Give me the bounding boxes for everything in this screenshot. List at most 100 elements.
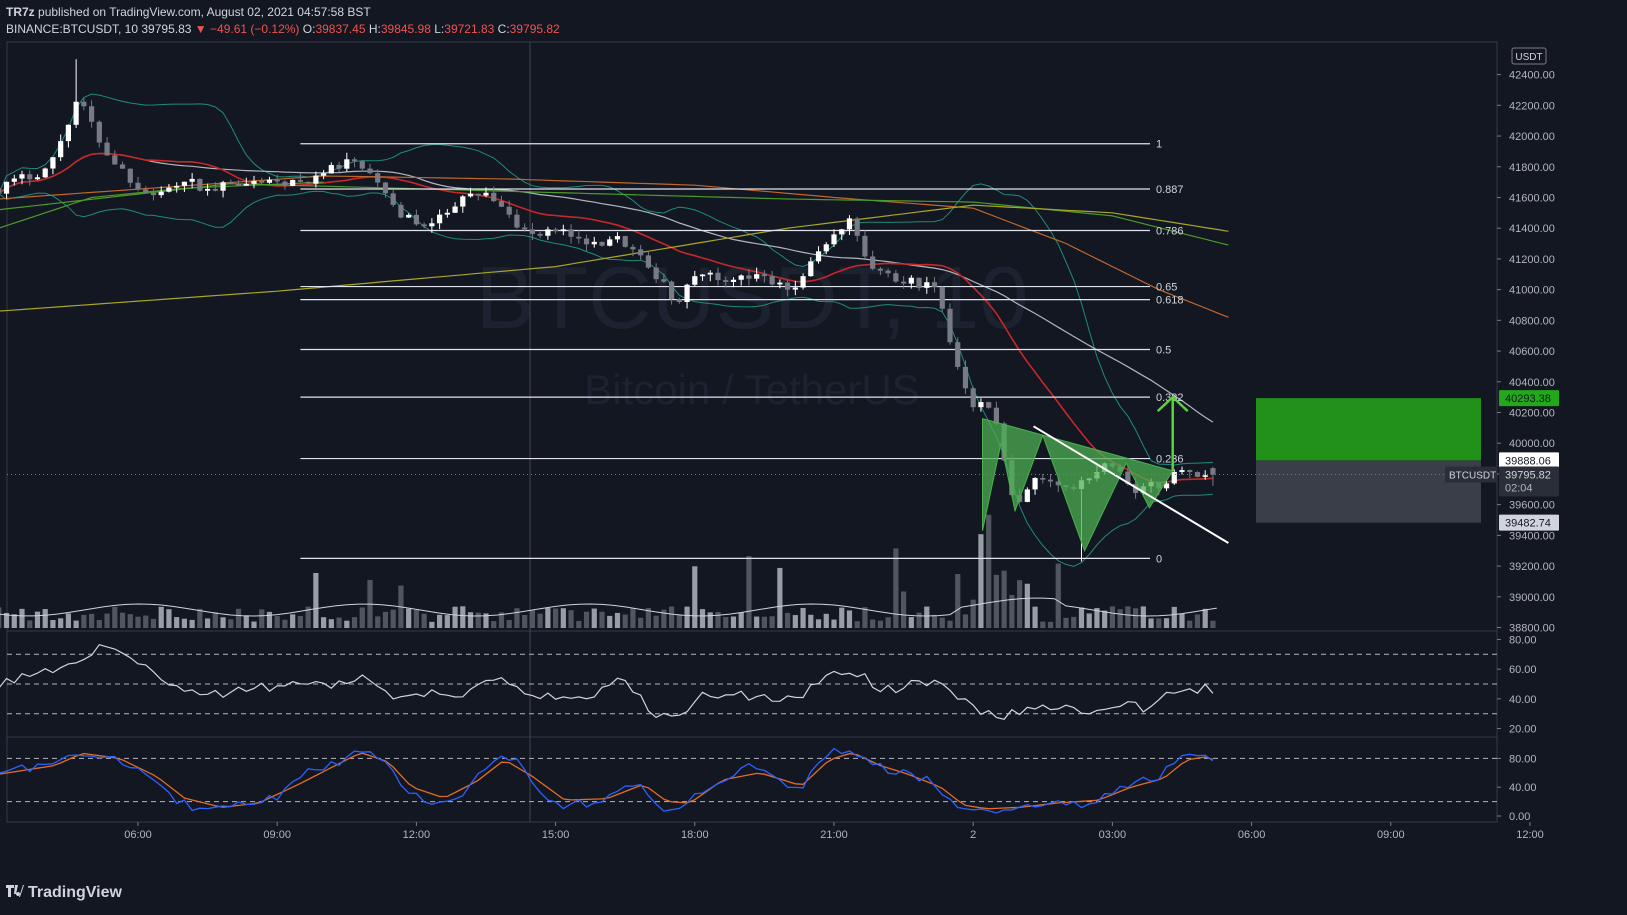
candle-body <box>1187 470 1193 473</box>
candle-body <box>1032 478 1038 490</box>
candle-body <box>901 281 907 284</box>
volume-bar <box>174 617 180 628</box>
volume-bar <box>1017 580 1023 628</box>
candle-body <box>390 193 396 205</box>
candle-body <box>769 276 775 285</box>
candle-body <box>506 206 512 215</box>
trendline[interactable] <box>1033 425 1229 544</box>
candle-body <box>228 182 234 185</box>
candle-body <box>599 241 605 246</box>
candle-body <box>205 188 211 191</box>
volume-bar <box>467 612 474 628</box>
time-tick-label: 09:00 <box>263 829 291 841</box>
volume-bar <box>483 613 489 628</box>
volume-bar <box>0 607 2 628</box>
candle-body <box>800 276 806 288</box>
volume-bar <box>305 606 311 628</box>
stoch-tick-label: 40.00 <box>1509 782 1537 794</box>
symbol-label[interactable]: BINANCE:BTCUSDT, 10 <box>6 22 139 36</box>
candle-body <box>661 279 667 282</box>
candle-body <box>777 282 783 285</box>
volume-bar <box>707 612 713 628</box>
volume-bar <box>553 608 559 628</box>
volume-bar <box>475 612 481 628</box>
volume-bar <box>313 573 319 628</box>
volume-bar <box>235 608 242 628</box>
volume-bar <box>251 621 257 628</box>
ma-red <box>0 152 1213 484</box>
volume-bar <box>65 613 71 628</box>
volume-bar <box>506 620 512 628</box>
volume-bar <box>104 613 110 628</box>
last-price-tag-text: 39795.82 <box>1505 470 1551 482</box>
candle-body <box>475 193 481 196</box>
volume-bar <box>599 611 605 628</box>
volume-bar <box>862 607 868 628</box>
candle-body <box>467 193 474 197</box>
symbol-tag <box>1445 466 1497 483</box>
candle-body <box>65 124 71 142</box>
volume-bar <box>1009 594 1015 628</box>
publisher-name[interactable]: TR7z <box>6 5 35 19</box>
volume-bar <box>81 614 87 628</box>
candle-body <box>375 173 381 183</box>
price-tick-label: 42200.00 <box>1509 100 1555 112</box>
candle-body <box>398 204 404 218</box>
volume-bar <box>158 606 164 628</box>
volume-bar <box>785 612 791 628</box>
price-tick-label: 41200.00 <box>1509 254 1555 266</box>
price-tick-label: 41600.00 <box>1509 192 1555 204</box>
candle-body <box>413 214 419 225</box>
entry-price-tag <box>1499 452 1559 469</box>
candle-body <box>522 227 528 230</box>
candle-body <box>529 229 535 234</box>
ma-yellow <box>0 204 1229 312</box>
candle-body <box>746 275 752 279</box>
volume-bar <box>96 620 102 628</box>
volume-bar <box>328 619 334 628</box>
volume-bar <box>1063 617 1069 628</box>
volume-bar <box>34 611 41 628</box>
volume-bar <box>112 606 118 628</box>
candle-body <box>143 189 149 193</box>
volume-ma <box>0 597 1217 617</box>
currency-badge[interactable] <box>1511 47 1547 65</box>
candle-body <box>576 236 582 239</box>
volume-bar <box>607 615 613 628</box>
volume-bar <box>754 616 760 628</box>
candle-body <box>692 276 698 285</box>
volume-bar <box>777 567 783 628</box>
tradingview-brand[interactable]: TradingView <box>6 884 122 902</box>
volume-bar <box>955 574 961 628</box>
pattern-shape[interactable] <box>982 417 1174 552</box>
rsi-tick-label: 20.00 <box>1509 724 1537 736</box>
candle-body <box>150 192 157 196</box>
volume-bar <box>1001 570 1007 628</box>
candle-body <box>119 164 126 169</box>
position-target-zone[interactable] <box>1256 398 1481 461</box>
candle-body <box>699 274 706 277</box>
candle-body <box>452 206 458 213</box>
candle-body <box>266 179 273 183</box>
price-tick-label: 40600.00 <box>1509 346 1555 358</box>
volume-bar <box>274 616 280 628</box>
volume-bar <box>591 608 597 628</box>
volume-bar <box>986 514 992 628</box>
candle-body <box>1210 468 1216 475</box>
volume-bar <box>645 607 651 628</box>
candle-body <box>189 178 195 182</box>
volume-bar <box>1133 608 1139 628</box>
candle-body <box>607 239 613 246</box>
volume-bar <box>723 617 729 628</box>
price-tick-label: 39000.00 <box>1509 592 1555 604</box>
candle-body <box>916 277 922 288</box>
time-tick-label: 12:00 <box>1516 829 1544 841</box>
volume-bar <box>11 614 17 628</box>
candle-body <box>127 168 133 183</box>
price-tick-label: 39600.00 <box>1509 500 1555 512</box>
volume-bar <box>684 606 690 628</box>
volume-bar <box>1024 583 1030 628</box>
volume-bar <box>1071 616 1077 628</box>
position-stop-zone[interactable] <box>1256 460 1481 523</box>
